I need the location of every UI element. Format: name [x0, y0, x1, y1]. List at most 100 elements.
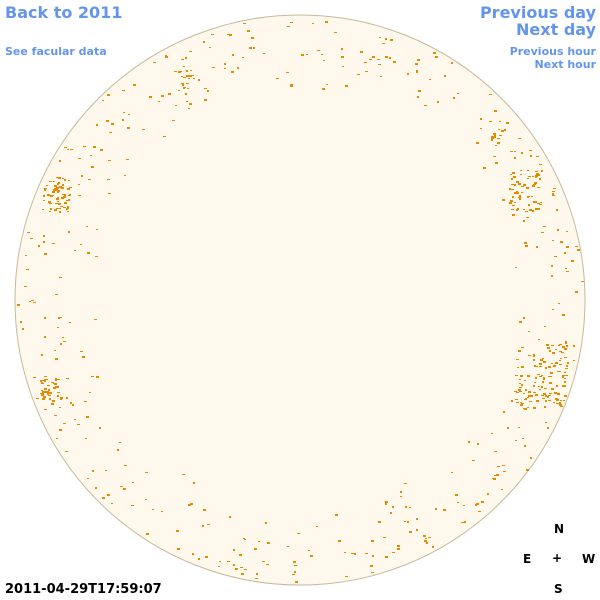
facula-mark: [43, 195, 45, 197]
facula-mark: [60, 343, 62, 345]
facula-mark: [249, 47, 252, 49]
facula-mark: [478, 511, 481, 512]
facula-mark: [43, 200, 45, 201]
facula-mark: [227, 34, 230, 35]
facula-mark: [198, 558, 200, 560]
facula-mark: [186, 70, 188, 72]
facula-mark: [95, 487, 97, 489]
facula-mark: [541, 395, 544, 396]
facula-mark: [186, 101, 188, 102]
facula-mark: [55, 358, 58, 360]
facula-mark: [172, 120, 175, 121]
facula-mark: [243, 538, 245, 539]
facula-mark: [142, 129, 145, 130]
facula-mark: [503, 411, 505, 413]
facula-mark: [161, 511, 163, 512]
facula-mark: [385, 503, 387, 505]
facula-mark: [190, 70, 192, 71]
facula-mark: [247, 30, 250, 32]
facula-mark: [556, 399, 559, 401]
facula-mark: [510, 200, 513, 202]
facula-mark: [48, 395, 51, 396]
facula-mark: [535, 177, 537, 178]
facula-mark: [533, 392, 536, 393]
facula-mark: [335, 514, 338, 516]
facula-mark: [67, 206, 69, 208]
facula-mark: [50, 195, 53, 197]
facula-mark: [501, 130, 504, 132]
facula-mark: [547, 427, 549, 429]
facula-mark: [308, 550, 310, 551]
facula-mark: [530, 395, 533, 397]
facula-mark: [188, 108, 190, 109]
facula-mark: [536, 246, 538, 248]
back-to-year-link[interactable]: Back to 2011: [5, 3, 123, 22]
previous-hour-link[interactable]: Previous hour: [509, 45, 596, 58]
facula-mark: [497, 138, 500, 139]
facula-mark: [163, 136, 166, 137]
facula-mark: [543, 361, 546, 363]
next-day-link[interactable]: Next day: [516, 20, 596, 39]
facula-mark: [494, 135, 496, 136]
facula-mark: [491, 139, 493, 141]
facula-mark: [152, 509, 154, 510]
facula-mark: [108, 160, 111, 161]
facula-mark: [57, 379, 60, 380]
facula-mark: [526, 187, 529, 189]
next-hour-link[interactable]: Next hour: [534, 58, 597, 71]
see-facular-data-link[interactable]: See facular data: [5, 45, 107, 58]
facula-mark: [539, 204, 542, 205]
facula-mark: [63, 207, 66, 208]
facula-mark: [566, 271, 569, 272]
facula-mark: [529, 209, 532, 211]
facula-mark: [55, 294, 58, 295]
facula-mark: [323, 60, 325, 61]
facula-mark: [511, 184, 514, 185]
facula-mark: [559, 351, 562, 352]
facula-mark: [82, 356, 85, 358]
facula-mark: [57, 201, 59, 202]
facula-mark: [544, 326, 546, 327]
facula-mark: [385, 501, 388, 503]
facula-mark: [49, 181, 52, 182]
previous-day-link[interactable]: Previous day: [479, 3, 596, 22]
facula-mark: [357, 74, 360, 75]
facula-mark: [146, 533, 149, 535]
facula-mark: [380, 76, 382, 77]
facula-mark: [554, 392, 557, 394]
facula-mark: [476, 142, 479, 144]
facula-mark: [544, 406, 546, 408]
facula-mark: [527, 407, 529, 408]
faculae-layer: [17, 21, 584, 583]
facula-mark: [525, 389, 527, 391]
facula-mark: [565, 368, 568, 369]
facula-mark: [496, 474, 499, 476]
facula-mark: [534, 382, 536, 383]
facula-mark: [521, 366, 524, 368]
facula-mark: [70, 149, 73, 150]
facula-mark: [555, 349, 557, 350]
facula-mark: [27, 232, 30, 233]
facula-mark: [566, 246, 569, 248]
facula-mark: [182, 84, 184, 86]
facula-mark: [123, 112, 125, 113]
facula-mark: [109, 132, 112, 133]
facula-mark: [211, 34, 214, 35]
facula-mark: [49, 203, 52, 204]
facula-mark: [312, 23, 314, 24]
facula-mark: [565, 375, 568, 376]
facula-mark: [559, 404, 562, 406]
facula-mark: [577, 249, 580, 251]
facula-mark: [188, 504, 191, 506]
facula-mark: [530, 155, 532, 157]
facula-mark: [63, 196, 66, 198]
facula-mark: [59, 429, 62, 431]
facula-mark: [423, 535, 426, 537]
facula-mark: [552, 195, 555, 196]
facula-mark: [483, 167, 486, 169]
facula-mark: [242, 57, 244, 58]
facula-mark: [528, 196, 530, 197]
facula-mark: [554, 256, 557, 257]
facula-mark: [59, 211, 61, 213]
facula-mark: [174, 71, 177, 72]
